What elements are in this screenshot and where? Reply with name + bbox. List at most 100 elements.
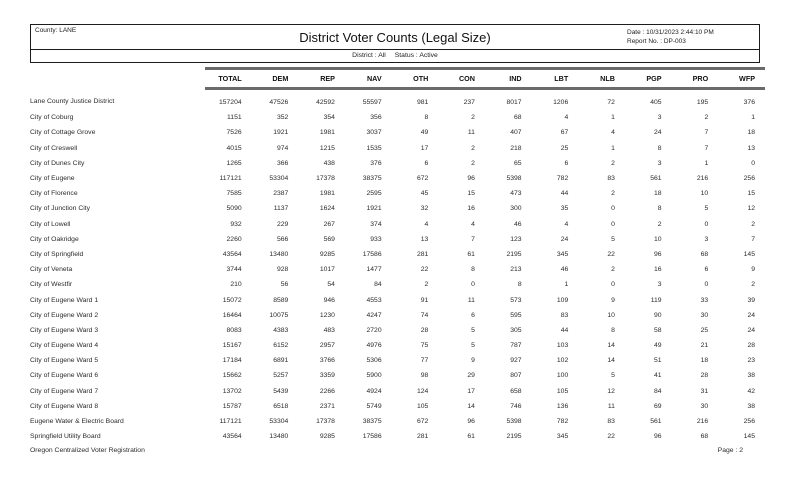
cell-con: 237 [463,99,475,107]
cell-nav: 17586 [362,250,382,258]
cell-pgp: 3 [657,281,662,289]
cell-ind: 473 [510,190,522,198]
cell-pgp: 3 [657,114,662,122]
cell-pgp: 90 [654,311,662,319]
cell-nlb: 0 [611,281,615,289]
cell-pro: 3 [704,235,709,243]
report-date: Date : 10/31/2023 2:44:10 PM [627,29,714,36]
cell-lbt: 4 [564,114,569,122]
cell-pgp: 18 [654,190,662,198]
cell-nlb: 22 [607,250,615,258]
row-label: City of Eugene Ward 1 [30,296,99,304]
cell-total: 117121 [219,418,242,426]
cell-nav: 356 [370,114,382,122]
row-label: City of Cottage Grove [30,129,96,137]
cell-lbt: 345 [556,433,569,441]
cell-lbt: 1206 [553,99,569,107]
cell-pro: 7 [704,129,709,137]
cell-ind: 746 [510,402,522,410]
cell-total: 157204 [218,99,242,107]
table-row: Springfield Utility Board 43564 13480 9285 1… [30,429,765,444]
cell-con: 5 [471,342,475,350]
cell-lbt: 46 [560,266,569,274]
report-title: District Voter Counts (Legal Size) [299,30,491,45]
cell-nav: 17586 [362,433,382,441]
cell-lbt: 4 [564,220,569,228]
cell-nlb: 1 [611,114,615,122]
cell-pgp: 561 [650,175,662,183]
cell-nav: 1477 [366,266,382,274]
cell-nav: 1921 [366,205,382,213]
cell-nav: 374 [370,220,382,228]
cell-pgp: 41 [654,372,662,380]
row-label: City of Eugene Ward 2 [30,311,99,319]
cell-ind: 407 [510,129,522,137]
filter-bar: District : All Status : Active [30,49,760,63]
cell-lbt: 24 [560,235,569,243]
cell-nav: 5306 [366,357,382,365]
cell-rep: 946 [323,296,335,304]
cell-total: 7526 [226,129,242,137]
county-label: County: LANE [35,27,77,34]
cell-lbt: 136 [556,402,569,410]
cell-pgp: 51 [654,357,662,365]
cell-dem: 53304 [269,418,289,426]
column-header-nlb: NLB [578,67,625,90]
cell-oth: 105 [416,402,429,410]
cell-rep: 3359 [319,372,335,380]
cell-pgp: 16 [654,266,662,274]
cell-oth: 981 [416,99,429,107]
cell-wfp: 18 [747,129,755,137]
cell-con: 16 [467,205,475,213]
cell-wfp: 15 [747,190,755,198]
cell-pro: 25 [700,326,709,334]
cell-pgp: 10 [654,235,662,243]
table-row: City of Eugene Ward 2 16464 10075 1230 4247 7… [30,308,765,323]
cell-oth: 98 [420,372,429,380]
report-number: Report No. : DP-003 [627,38,686,46]
cell-nav: 4976 [366,342,382,350]
row-label: City of Eugene Ward 5 [30,357,99,365]
cell-con: 29 [467,372,475,380]
cell-ind: 218 [510,144,522,152]
cell-oth: 77 [420,357,429,365]
cell-dem: 2387 [273,190,289,198]
cell-oth: 17 [420,144,429,152]
row-label: City of Junction City [30,205,91,213]
cell-rep: 2957 [319,342,335,350]
row-label: City of Coburg [30,114,74,122]
cell-wfp: 12 [747,205,755,213]
cell-wfp: 24 [747,326,755,334]
cell-lbt: 100 [556,372,569,380]
cell-wfp: 39 [747,296,755,304]
cell-lbt: 102 [556,357,569,365]
cell-pro: 30 [700,402,709,410]
cell-total: 2260 [226,235,242,243]
cell-nlb: 9 [611,296,615,304]
cell-wfp: 24 [747,311,755,319]
cell-rep: 1215 [319,144,335,152]
column-header-pro: PRO [671,67,719,90]
cell-rep: 54 [327,281,335,289]
cell-pgp: 405 [650,99,662,107]
column-header-pgp: PGP [624,67,672,90]
page-number: Page : 2 [717,447,743,454]
cell-con: 5 [471,326,475,334]
cell-wfp: 23 [747,357,755,365]
cell-rep: 3766 [319,357,335,365]
cell-lbt: 105 [556,387,569,395]
cell-ind: 305 [510,326,522,334]
row-label: City of Eugene Ward 8 [30,402,99,410]
cell-pro: 10 [700,190,709,198]
column-header-rep: REP [298,67,345,90]
cell-rep: 1624 [319,205,335,213]
row-label: City of Eugene Ward 7 [30,387,99,395]
cell-rep: 1017 [319,266,335,274]
cell-wfp: 38 [747,372,755,380]
cell-total: 3744 [226,266,242,274]
cell-nlb: 83 [607,418,615,426]
cell-dem: 352 [276,114,289,122]
cell-ind: 123 [510,235,522,243]
cell-dem: 4383 [273,326,289,334]
